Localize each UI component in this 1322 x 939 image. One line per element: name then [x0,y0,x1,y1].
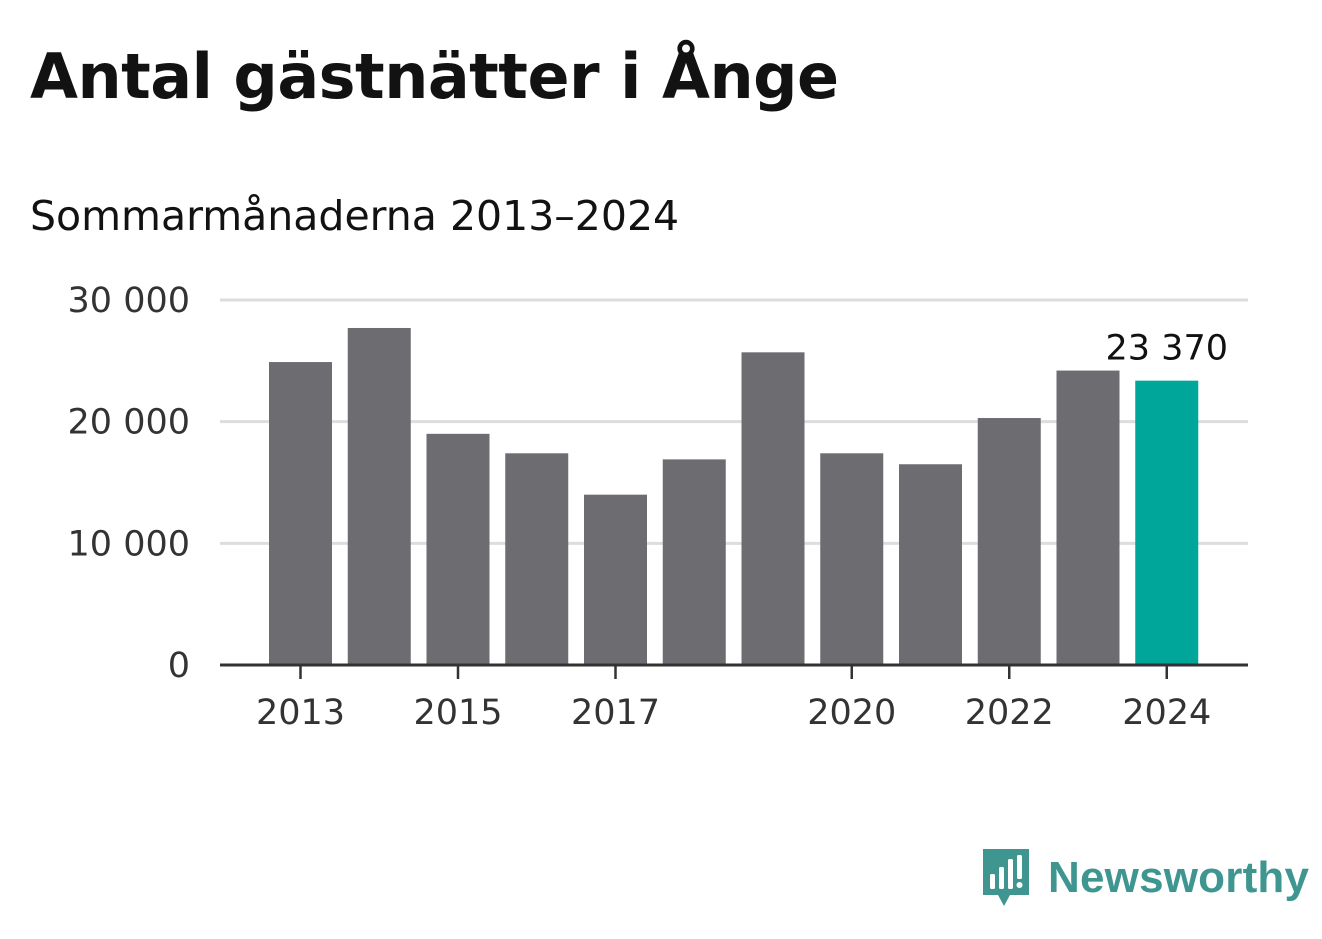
y-tick-label: 0 [168,646,190,686]
brand-name: Newsworthy [1048,853,1310,902]
bar-2018 [662,459,726,665]
x-tick-label: 2022 [965,693,1054,733]
bar-2013 [269,362,332,665]
bar-2022 [977,418,1041,665]
chart-title: Antal gästnätter i Ånge [30,40,839,113]
bar-2016 [505,453,569,665]
y-tick-label: 30 000 [68,281,190,321]
brand-logo: Newsworthy [980,846,1309,910]
x-tick-label: 2017 [571,693,660,733]
bar-2020 [820,453,884,665]
labels: 0 10 000 20 000 30 000 2013 2015 2017 2020 2022 2… [68,281,1228,733]
bar-2023 [1056,370,1120,665]
x-tick-label: 2015 [413,693,502,733]
bar-2014 [347,327,411,665]
axes [220,663,1248,679]
y-tick-label: 10 000 [68,524,190,564]
bar-2015 [426,433,490,665]
bar-chart: 0 10 000 20 000 30 000 2013 2015 2017 2020 2022 2… [68,281,1248,733]
newsworthy-logo-icon [983,849,1029,906]
x-tick-label: 2020 [807,693,896,733]
bars [269,327,1199,665]
bar-2019 [741,352,805,665]
y-tick-label: 20 000 [68,403,190,443]
chart-subtitle: Sommarmånaderna 2013–2024 [30,192,680,240]
data-label: 23 370 [1106,329,1228,369]
bar-2021 [899,464,962,665]
bar-2024 [1135,380,1199,665]
bar-2017 [584,494,647,665]
x-tick-label: 2024 [1122,693,1211,733]
x-tick-label: 2013 [256,693,345,733]
